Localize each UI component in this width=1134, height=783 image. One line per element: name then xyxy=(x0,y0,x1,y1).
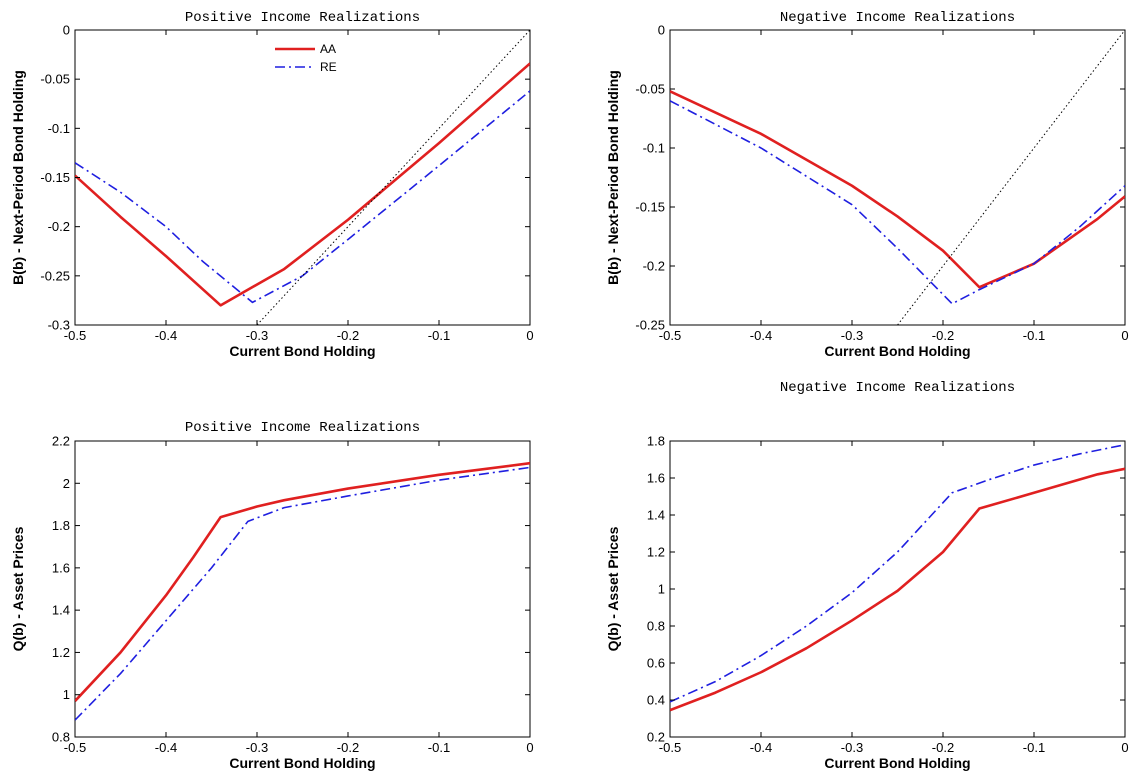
y-tick-label: 0.8 xyxy=(52,730,70,745)
axes-box xyxy=(74,440,531,738)
axes-box xyxy=(669,440,1126,738)
y-tick-label: 1.2 xyxy=(647,545,665,560)
x-tick-label: -0.2 xyxy=(337,328,359,343)
x-tick-label: -0.3 xyxy=(841,740,863,755)
y-tick-label: 1.6 xyxy=(52,560,70,575)
panel-bottom-right: -0.5 -0.4 -0.3 -0.2 -0.1 0 0.2 0.4 0.6 0.8 1 1.2 1.4… xyxy=(605,380,1129,771)
y-tick-label: 2 xyxy=(63,476,70,491)
y-tick-label: 1.8 xyxy=(52,518,70,533)
chart-title: Positive Income Realizations xyxy=(185,10,420,26)
x-tick-label: -0.1 xyxy=(1023,740,1045,755)
chart-title: Positive Income Realizations xyxy=(185,420,420,436)
axes-box xyxy=(669,29,1126,326)
x-tick-label: -0.1 xyxy=(1023,328,1045,343)
series-group xyxy=(670,30,1125,325)
y-tick-label: -0.2 xyxy=(48,219,70,234)
y-tick-label: -0.05 xyxy=(635,82,665,97)
y-tick-label: -0.05 xyxy=(40,72,70,87)
y-tick-label: 1.4 xyxy=(52,603,70,618)
series-group xyxy=(75,461,530,721)
y-tick-label: 1.6 xyxy=(647,471,665,486)
x-tick-label: -0.4 xyxy=(750,740,772,755)
x-axis-label: Current Bond Holding xyxy=(229,755,375,771)
x-tick-label: -0.5 xyxy=(659,740,681,755)
x-tick-label: -0.4 xyxy=(155,328,177,343)
x-tick-label: -0.3 xyxy=(246,328,268,343)
y-tick-label: -0.1 xyxy=(48,121,70,136)
y-tick-label: 0.2 xyxy=(647,730,665,745)
series-line-aa xyxy=(75,62,530,307)
y-tick-label: -0.25 xyxy=(635,318,665,333)
legend: AA RE xyxy=(275,42,337,74)
x-tick-label: -0.1 xyxy=(428,328,450,343)
y-tick-label: 1 xyxy=(63,687,70,702)
y-tick-label: -0.1 xyxy=(643,141,665,156)
x-tick-label: -0.2 xyxy=(337,740,359,755)
x-axis-label: Current Bond Holding xyxy=(824,755,970,771)
y-tick-label: 0.8 xyxy=(647,619,665,634)
series-line-aa xyxy=(75,461,530,702)
y-tick-label: 0.6 xyxy=(647,656,665,671)
y-tick-label: -0.15 xyxy=(635,200,665,215)
x-tick-label: -0.3 xyxy=(246,740,268,755)
panel-top-right: -0.5 -0.4 -0.3 -0.2 -0.1 0 -0.25 -0.2 -0.15 -0.1 -… xyxy=(605,10,1129,359)
y-tick-label: 0 xyxy=(63,23,70,38)
y-tick-label: -0.25 xyxy=(40,268,70,283)
y-tick-label: -0.15 xyxy=(40,170,70,185)
series-line-aa xyxy=(670,90,1125,289)
axes-box xyxy=(74,29,531,326)
chart-title: Negative Income Realizations xyxy=(780,380,1015,396)
x-tick-label: 0 xyxy=(1121,740,1128,755)
x-tick-label: -0.5 xyxy=(64,740,86,755)
legend-label-aa: AA xyxy=(320,42,336,56)
series-group xyxy=(670,443,1125,712)
y-tick-label: -0.3 xyxy=(48,318,70,333)
y-tick-label: 1 xyxy=(658,582,665,597)
y-tick-label: 0.4 xyxy=(647,693,665,708)
x-tick-label: -0.2 xyxy=(932,740,954,755)
series-group xyxy=(75,30,530,325)
x-tick-label: -0.2 xyxy=(932,328,954,343)
y-tick-label: 2.2 xyxy=(52,434,70,449)
y-axis-label: Q(b) - Asset Prices xyxy=(10,526,26,651)
y-tick-label: 0 xyxy=(658,23,665,38)
x-tick-label: -0.1 xyxy=(428,740,450,755)
y-axis-label: B(b) - Next-Period Bond Holding xyxy=(605,70,621,285)
y-tick-label: -0.2 xyxy=(643,259,665,274)
legend-label-re: RE xyxy=(320,60,337,74)
x-axis-label: Current Bond Holding xyxy=(229,343,375,359)
y-tick-label: 1.8 xyxy=(647,434,665,449)
x-tick-label: 0 xyxy=(1121,328,1128,343)
panel-bottom-left: -0.5 -0.4 -0.3 -0.2 -0.1 0 0.8 1 1.2 1.4 1.6 1.8 2 2.… xyxy=(10,420,534,771)
reference-line-45deg xyxy=(256,30,530,325)
series-line-re xyxy=(75,466,530,721)
x-tick-label: -0.4 xyxy=(155,740,177,755)
y-axis-label: B(b) - Next-Period Bond Holding xyxy=(10,70,26,285)
chart-title: Negative Income Realizations xyxy=(780,10,1015,26)
panel-top-left: -0.5 -0.4 -0.3 -0.2 -0.1 0 -0.3 -0.25 -0.2 -0.15 -… xyxy=(10,10,534,359)
x-tick-label: 0 xyxy=(526,328,533,343)
x-tick-label: -0.4 xyxy=(750,328,772,343)
series-line-aa xyxy=(670,467,1125,712)
series-line-re xyxy=(670,443,1125,703)
y-axis-label: Q(b) - Asset Prices xyxy=(605,526,621,651)
x-tick-label: -0.5 xyxy=(64,328,86,343)
x-tick-label: -0.3 xyxy=(841,328,863,343)
x-axis-label: Current Bond Holding xyxy=(824,343,970,359)
y-tick-label: 1.2 xyxy=(52,645,70,660)
x-tick-label: 0 xyxy=(526,740,533,755)
series-line-re xyxy=(670,100,1125,305)
x-tick-label: -0.5 xyxy=(659,328,681,343)
y-tick-label: 1.4 xyxy=(647,508,665,523)
series-line-re xyxy=(75,90,530,304)
